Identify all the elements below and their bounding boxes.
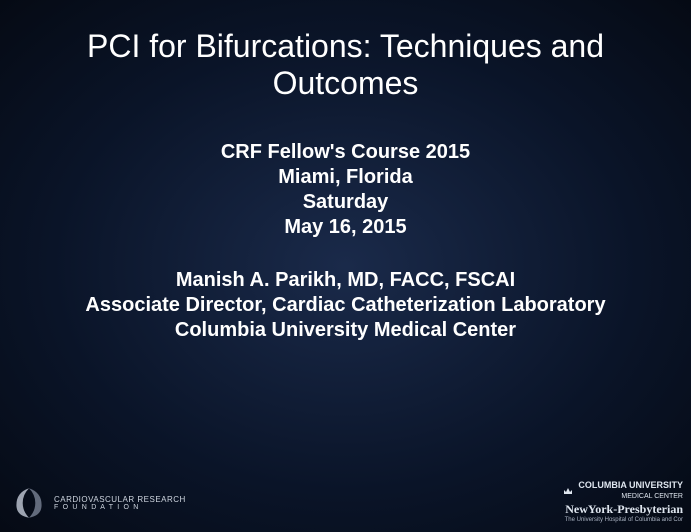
event-date: May 16, 2015 — [221, 215, 470, 240]
author-institution: Columbia University Medical Center — [85, 318, 605, 343]
crf-line1: CARDIOVASCULAR RESEARCH — [54, 496, 186, 504]
nyp-line: NewYork-Presbyterian — [565, 503, 683, 516]
author-info: Manish A. Parikh, MD, FACC, FSCAI Associ… — [85, 268, 605, 343]
columbia-sub: MEDICAL CENTER — [621, 493, 683, 500]
footer-right-logo-block: COLUMBIA UNIVERSITY MEDICAL CENTER NewYo… — [562, 481, 683, 524]
nyp-sub: The University Hospital of Columbia and … — [565, 517, 683, 524]
crf-line2: F O U N D A T I O N — [54, 504, 186, 511]
event-info: CRF Fellow's Course 2015 Miami, Florida … — [221, 140, 470, 240]
slide-title: PCI for Bifurcations: Techniques and Out… — [26, 28, 666, 102]
crf-logo-icon — [8, 482, 50, 524]
columbia-line: COLUMBIA UNIVERSITY MEDICAL CENTER — [562, 481, 683, 501]
crf-text: CARDIOVASCULAR RESEARCH F O U N D A T I … — [54, 496, 186, 511]
event-day: Saturday — [221, 190, 470, 215]
columbia-org: COLUMBIA UNIVERSITY — [578, 480, 683, 490]
slide-footer: CARDIOVASCULAR RESEARCH F O U N D A T I … — [0, 470, 691, 532]
event-city: Miami, Florida — [221, 165, 470, 190]
author-role: Associate Director, Cardiac Catheterizat… — [85, 293, 605, 318]
presentation-slide: PCI for Bifurcations: Techniques and Out… — [0, 0, 691, 532]
footer-left-logo-block: CARDIOVASCULAR RESEARCH F O U N D A T I … — [8, 482, 186, 524]
event-course: CRF Fellow's Course 2015 — [221, 140, 470, 165]
crown-icon — [562, 485, 574, 497]
author-name: Manish A. Parikh, MD, FACC, FSCAI — [85, 268, 605, 293]
